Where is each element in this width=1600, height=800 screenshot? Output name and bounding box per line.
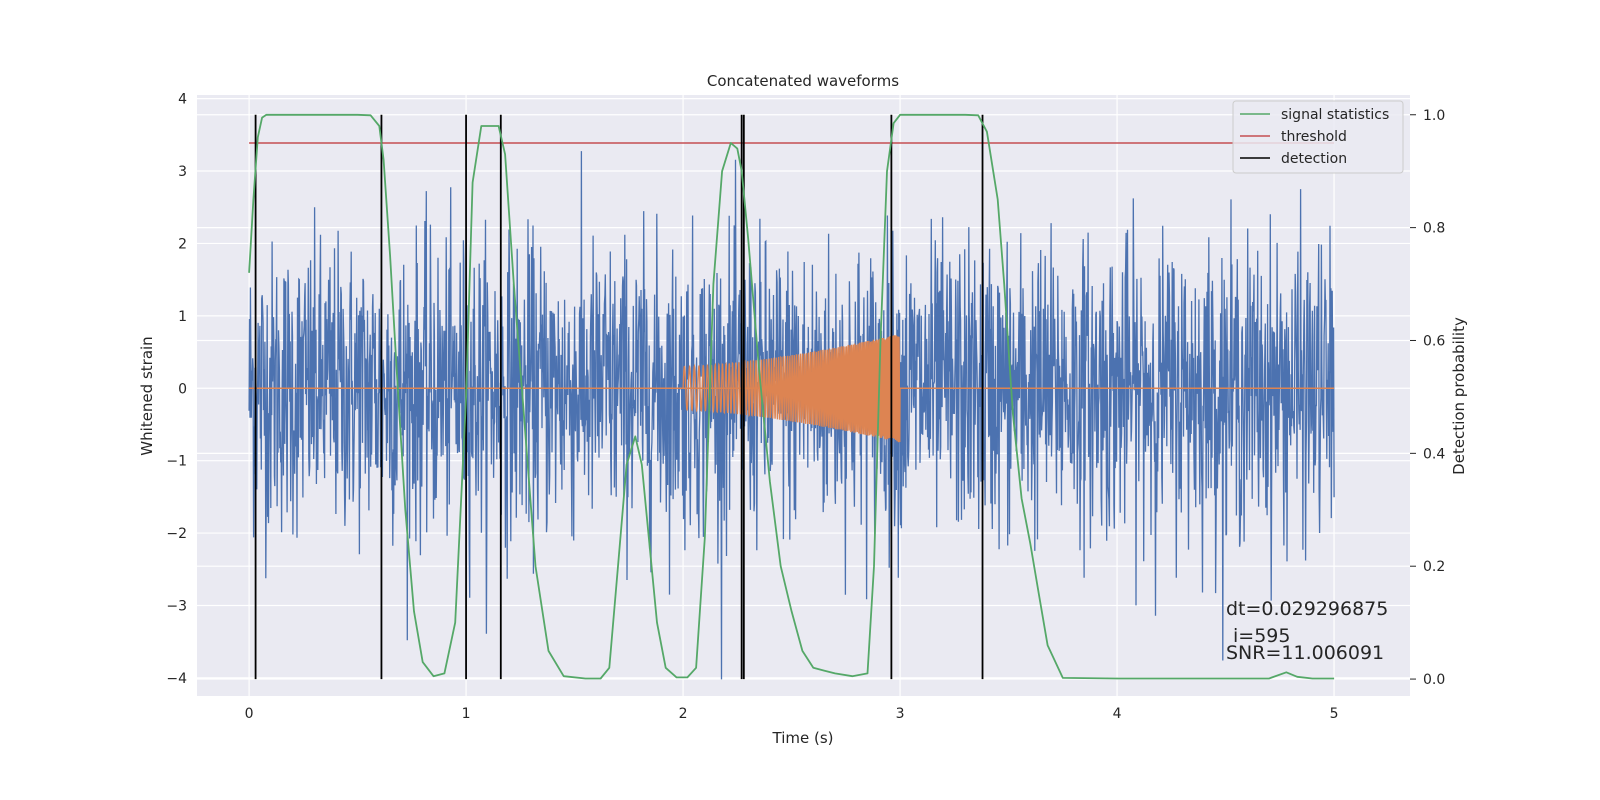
x-tick-label: 5 — [1330, 706, 1339, 722]
injected-signal-series — [249, 335, 1335, 443]
y-axis-label: Whitened strain — [138, 336, 156, 455]
x-tick-label: 1 — [462, 706, 471, 722]
annotation-snr: SNR=11.006091 — [1226, 642, 1384, 664]
y-tick-label: −3 — [166, 598, 187, 614]
legend-label-signal-statistics: signal statistics — [1281, 107, 1389, 123]
y-tick-label: −1 — [166, 454, 187, 470]
y-tick-label: 4 — [178, 92, 187, 108]
x-axis-label: Time (s) — [772, 729, 834, 747]
annotations: dt=0.029296875 i=595 SNR=11.006091 — [1226, 598, 1388, 664]
annotation-dt: dt=0.029296875 — [1226, 598, 1388, 620]
y-tick-label: 1 — [178, 309, 187, 325]
chart-title: Concatenated waveforms — [707, 72, 899, 90]
signal-statistics-series — [248, 113, 1335, 680]
x-axis-ticks: 0 1 2 3 4 5 — [245, 706, 1339, 722]
y2-tick-label: 0.6 — [1423, 333, 1445, 349]
y-tick-label: 3 — [178, 164, 187, 180]
y2-tick-label: 1.0 — [1423, 108, 1445, 124]
strain-line — [248, 151, 1335, 680]
x-tick-label: 2 — [679, 706, 688, 722]
x-tick-label: 4 — [1113, 706, 1122, 722]
y-tick-label: −2 — [166, 526, 187, 542]
x-tick-label: 0 — [245, 706, 254, 722]
y-axis-ticks: −4 −3 −2 −1 0 1 2 3 4 — [166, 92, 187, 687]
y2-axis-label: Detection probability — [1450, 317, 1468, 475]
legend: signal statistics threshold detection — [1232, 100, 1404, 174]
injected-signal-line — [682, 335, 901, 443]
y2-tick-label: 0.4 — [1423, 446, 1445, 462]
legend-box — [1232, 100, 1404, 174]
legend-label-threshold: threshold — [1281, 129, 1347, 145]
annotation-index: i=595 — [1233, 625, 1290, 647]
legend-label-detection: detection — [1281, 151, 1347, 167]
y-tick-label: 0 — [178, 381, 187, 397]
y-tick-label: 2 — [178, 236, 187, 252]
y2-tick-label: 0.8 — [1423, 221, 1445, 237]
y-tick-label: −4 — [166, 671, 187, 687]
signal-statistics-line — [248, 113, 1335, 680]
y2-tick-label: 0.0 — [1423, 672, 1445, 688]
strain-series — [248, 151, 1335, 680]
x-tick-label: 3 — [896, 706, 905, 722]
y2-axis-ticks: 0.0 0.2 0.4 0.6 0.8 1.0 — [1410, 108, 1445, 688]
y2-tick-label: 0.2 — [1423, 559, 1445, 575]
